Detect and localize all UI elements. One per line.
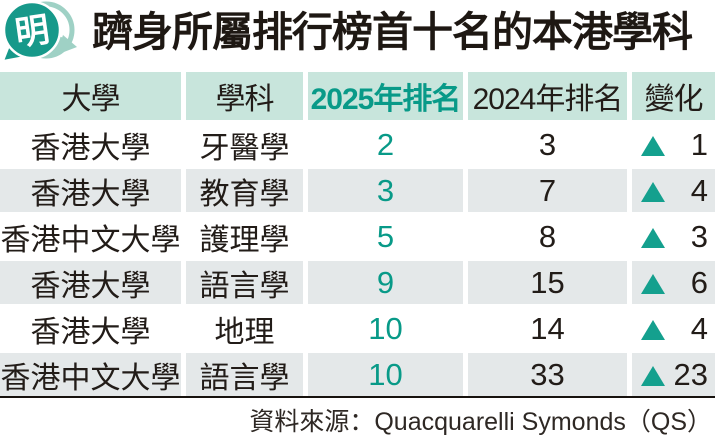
cell-subject: 語言學 bbox=[186, 353, 303, 396]
change-value: 6 bbox=[690, 264, 708, 300]
cell-change: 4 bbox=[632, 169, 715, 212]
header-rank-2024: 2024年排名 bbox=[468, 72, 627, 120]
cell-subject: 牙醫學 bbox=[186, 123, 303, 166]
mingpao-logo-icon: 明 bbox=[1, 0, 77, 63]
cell-subject: 地理 bbox=[186, 307, 303, 350]
cell-rank-2024: 15 bbox=[468, 261, 627, 304]
cell-university: 香港中文大學 bbox=[0, 215, 181, 258]
cell-subject: 教育學 bbox=[186, 169, 303, 212]
logo-char: 明 bbox=[13, 10, 52, 54]
ranking-table: 大學 學科 2025年排名 2024年排名 變化 香港大學 牙醫學 2 3 1 … bbox=[0, 72, 715, 396]
header-university: 大學 bbox=[0, 72, 181, 120]
triangle-up-icon bbox=[641, 365, 665, 386]
cell-rank-2025: 10 bbox=[308, 353, 463, 396]
cell-rank-2025: 10 bbox=[308, 307, 463, 350]
cell-rank-2024: 3 bbox=[468, 123, 627, 166]
triangle-up-icon bbox=[641, 273, 665, 294]
triangle-up-icon bbox=[641, 227, 665, 248]
cell-change: 6 bbox=[632, 261, 715, 304]
triangle-up-icon bbox=[641, 181, 665, 202]
change-value: 3 bbox=[690, 218, 708, 254]
cell-subject: 語言學 bbox=[186, 261, 303, 304]
header-rank-2025: 2025年排名 bbox=[308, 72, 463, 120]
page-title: 躋身所屬排行榜首十名的本港學科 bbox=[92, 9, 693, 55]
cell-rank-2024: 14 bbox=[468, 307, 627, 350]
cell-rank-2025: 9 bbox=[308, 261, 463, 304]
triangle-up-icon bbox=[641, 319, 665, 340]
cell-university: 香港中文大學 bbox=[0, 353, 181, 396]
cell-change: 4 bbox=[632, 307, 715, 350]
header-subject: 學科 bbox=[186, 72, 303, 120]
cell-university: 香港大學 bbox=[0, 169, 181, 212]
cell-university: 香港大學 bbox=[0, 123, 181, 166]
table-bottom-rule bbox=[0, 396, 715, 398]
cell-rank-2024: 8 bbox=[468, 215, 627, 258]
cell-subject: 護理學 bbox=[186, 215, 303, 258]
cell-university: 香港大學 bbox=[0, 307, 181, 350]
triangle-up-icon bbox=[641, 135, 665, 156]
change-value: 23 bbox=[673, 356, 708, 392]
change-value: 4 bbox=[690, 310, 708, 346]
cell-change: 1 bbox=[632, 123, 715, 166]
cell-rank-2024: 33 bbox=[468, 353, 627, 396]
change-value: 1 bbox=[690, 126, 708, 162]
cell-rank-2024: 7 bbox=[468, 169, 627, 212]
cell-rank-2025: 3 bbox=[308, 169, 463, 212]
cell-university: 香港大學 bbox=[0, 261, 181, 304]
cell-change: 23 bbox=[632, 353, 715, 396]
change-value: 4 bbox=[690, 172, 708, 208]
cell-rank-2025: 2 bbox=[308, 123, 463, 166]
cell-rank-2025: 5 bbox=[308, 215, 463, 258]
source-credit: 資料來源：Quacquarelli Symonds（QS） bbox=[249, 408, 712, 436]
header-change: 變化 bbox=[632, 72, 715, 120]
cell-change: 3 bbox=[632, 215, 715, 258]
